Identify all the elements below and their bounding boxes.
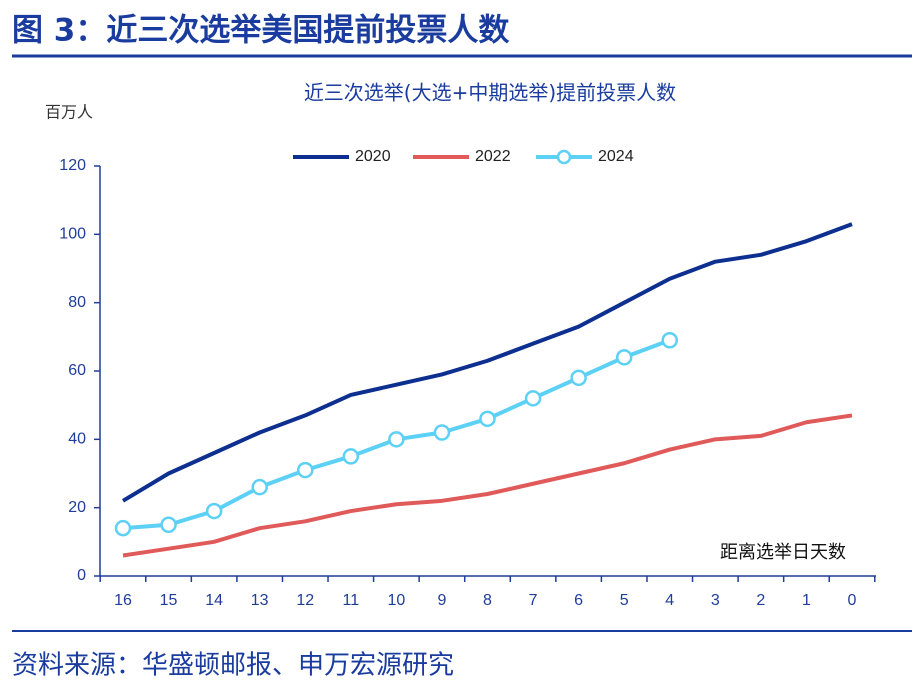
legend-label: 2022	[475, 148, 511, 165]
legend-label: 2024	[598, 148, 634, 165]
series-marker	[251, 478, 268, 496]
y-tick-label: 0	[77, 567, 86, 584]
y-axis-label: 百万人	[45, 103, 93, 122]
header-title: 图 3：近三次选举美国提前投票人数	[12, 13, 509, 49]
x-axis-label: 距离选举日天数	[720, 542, 846, 563]
x-tick-label: 0	[848, 592, 857, 609]
x-tick-label: 8	[483, 592, 492, 609]
series-marker	[479, 410, 496, 428]
x-tick-label: 14	[205, 592, 223, 609]
x-tick-label: 2	[756, 592, 765, 609]
series-marker	[297, 461, 314, 479]
y-tick-label: 60	[68, 362, 86, 379]
legend-marker	[556, 149, 572, 165]
x-tick-label: 9	[437, 592, 446, 609]
source: 资料来源：华盛顿邮报、申万宏源研究	[12, 651, 454, 681]
x-tick-label: 6	[574, 592, 583, 609]
x-tick-label: 13	[251, 592, 269, 609]
chart-title: 近三次选举(大选+中期选举)提前投票人数	[304, 81, 676, 105]
x-tick-label: 16	[114, 592, 132, 609]
y-tick-label: 20	[68, 499, 86, 516]
series-marker	[615, 349, 633, 366]
x-tick-label: 1	[802, 592, 811, 609]
series-marker	[661, 332, 678, 349]
series-line	[122, 413, 853, 558]
series-marker	[160, 516, 177, 533]
x-tick-label: 12	[296, 592, 314, 609]
x-tick-label: 10	[387, 592, 405, 609]
x-tick-label: 11	[343, 592, 360, 609]
series-line	[121, 222, 853, 503]
y-tick-label: 100	[59, 226, 86, 243]
x-tick-label: 4	[665, 592, 674, 609]
series-marker	[342, 448, 360, 465]
y-tick-label: 120	[59, 157, 86, 174]
x-tick-label: 5	[620, 592, 629, 609]
series-marker	[524, 390, 542, 407]
series-marker	[570, 369, 587, 387]
x-tick-label: 15	[160, 592, 178, 609]
y-tick-label: 40	[68, 431, 86, 448]
series-marker	[114, 519, 132, 537]
x-tick-label: 7	[529, 592, 538, 609]
series-marker	[433, 424, 451, 441]
series-marker	[205, 502, 223, 520]
series-marker	[388, 431, 405, 448]
legend-label: 2020	[355, 148, 391, 165]
y-tick-label: 80	[68, 294, 86, 311]
x-tick-label: 3	[711, 592, 720, 609]
